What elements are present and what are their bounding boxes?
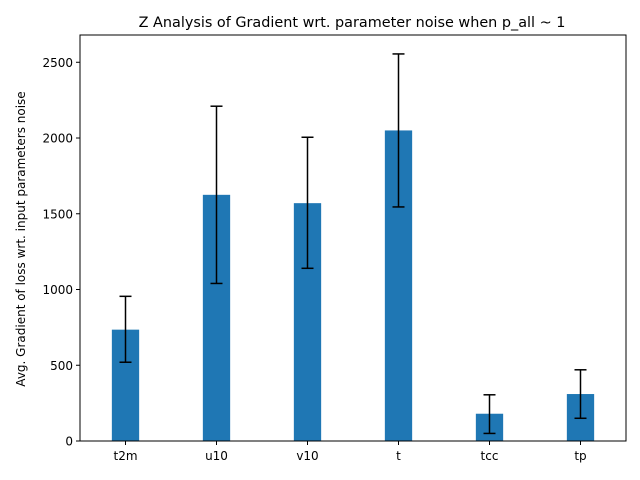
y-axis-label: Avg. Gradient of loss wrt. input paramet… [14, 91, 28, 386]
x-tick-label-tcc: tcc [481, 449, 499, 463]
x-tick-label-u10: u10 [205, 449, 228, 463]
y-tick-label-500: 500 [50, 359, 73, 373]
x-tick-label-t: t [396, 449, 401, 463]
x-tick-label-tp: tp [574, 449, 586, 463]
chart-title: Z Analysis of Gradient wrt. parameter no… [139, 15, 566, 31]
x-tick-label-t2m: t2m [113, 449, 137, 463]
y-tick-label-1500: 1500 [42, 207, 73, 221]
plot-frame [79, 34, 627, 442]
y-tick-label-0: 0 [65, 435, 73, 449]
y-tick-label-1000: 1000 [42, 283, 73, 297]
x-axis: t2m u10 v10 t tcc tp [113, 441, 587, 463]
plot-area [111, 53, 595, 441]
y-tick-label-2500: 2500 [42, 56, 73, 70]
y-axis: 0 500 1000 1500 2000 2500 [42, 56, 80, 449]
y-tick-label-2000: 2000 [42, 132, 73, 146]
x-tick-label-v10: v10 [296, 449, 318, 463]
